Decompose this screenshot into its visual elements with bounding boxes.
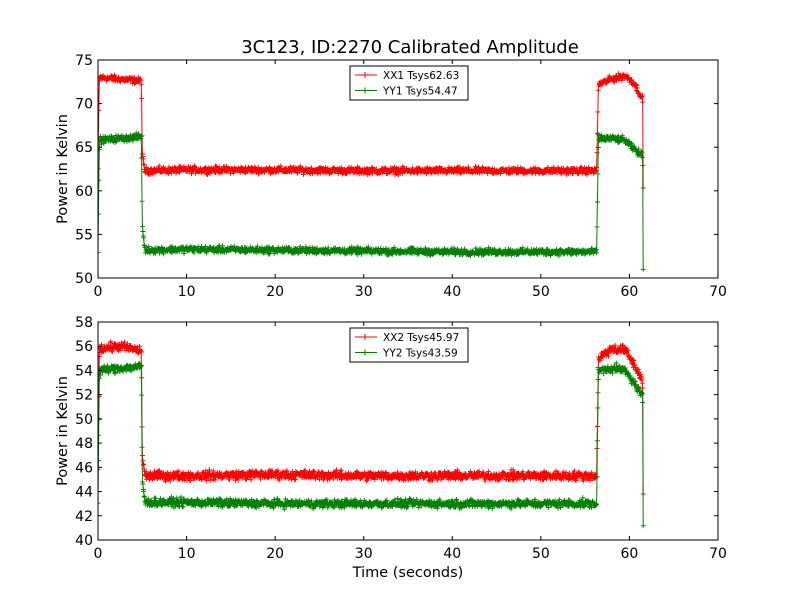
amplitude-panel-1: 0 10 20 30 40 50 60 70 50 55 60 65 70 75 Power in Kelv… — [55, 53, 727, 300]
legend-entry: YY1 Tsys54.47 — [355, 86, 458, 98]
y-axis-label: Power in Kelvin — [55, 114, 71, 224]
series-xx-1 — [98, 70, 646, 191]
legend-marker — [362, 87, 368, 94]
x-tick-label: 70 — [709, 284, 727, 300]
y-tick-label: 60 — [75, 184, 93, 200]
series-markers — [98, 130, 646, 272]
legend-marker — [362, 72, 368, 78]
x-tick-label: 20 — [266, 546, 284, 562]
legend-entry: YY2 Tsys43.59 — [355, 348, 458, 360]
x-tick-label: 10 — [178, 546, 196, 562]
legend-box — [349, 65, 469, 101]
series-yy-1 — [98, 130, 646, 272]
x-tick-label: 40 — [443, 284, 461, 300]
y-axis-label: Power in Kelvin — [55, 376, 71, 486]
legend-box — [349, 327, 469, 363]
x-tick-label: 50 — [532, 284, 550, 300]
legend-entry: XX1 Tsys62.63 — [355, 70, 459, 82]
x-tick-label: 30 — [355, 284, 373, 300]
y-tick-label: 65 — [75, 140, 93, 156]
x-tick-label: 0 — [94, 284, 103, 300]
series-markers — [98, 70, 646, 191]
y-tick-label: 75 — [75, 53, 93, 69]
y-tick-label: 54 — [75, 363, 93, 379]
legend-label: XX2 Tsys45.97 — [383, 332, 459, 344]
y-tick-label: 44 — [75, 485, 93, 501]
x-tick-label: 60 — [621, 546, 639, 562]
legend-marker — [362, 349, 368, 356]
axes-frame — [97, 59, 719, 279]
series-markers — [98, 360, 646, 529]
x-tick-label: 50 — [532, 546, 550, 562]
y-tick-label: 48 — [75, 436, 93, 452]
legend: XX1 Tsys62.63 YY1 Tsys54.47 — [349, 65, 469, 101]
series-yy-2 — [98, 360, 646, 529]
y-tick-label: 46 — [75, 460, 93, 476]
axes-frame — [97, 321, 719, 541]
y-tick-label: 50 — [75, 412, 93, 428]
legend-label: YY2 Tsys43.59 — [382, 348, 458, 360]
y-tick-label: 42 — [75, 509, 93, 525]
series-markers — [98, 339, 646, 497]
y-tick-label: 40 — [75, 533, 93, 549]
legend-label: YY1 Tsys54.47 — [382, 86, 458, 98]
y-tick-label: 52 — [75, 388, 93, 404]
x-tick-label: 70 — [709, 546, 727, 562]
x-tick-label: 40 — [443, 546, 461, 562]
y-tick-label: 50 — [75, 271, 93, 287]
x-tick-label: 10 — [178, 284, 196, 300]
amplitude-panel-2: 0 10 20 30 40 50 60 70 40 42 44 46 48 50 52 54 56 58 Power… — [55, 315, 727, 581]
y-tick-label: 58 — [75, 315, 93, 331]
x-tick-label: 60 — [621, 284, 639, 300]
x-axis-label: Time (seconds) — [352, 565, 464, 581]
x-tick-label: 20 — [266, 284, 284, 300]
y-tick-label: 56 — [75, 339, 93, 355]
legend-entry: XX2 Tsys45.97 — [355, 332, 459, 344]
legend-marker — [362, 334, 368, 340]
series-xx-2 — [98, 339, 646, 497]
legend-label: XX1 Tsys62.63 — [383, 70, 459, 82]
y-tick-label: 55 — [75, 227, 93, 243]
legend: XX2 Tsys45.97 YY2 Tsys43.59 — [349, 327, 469, 363]
figure-title: 3C123, ID:2270 Calibrated Amplitude — [241, 37, 579, 58]
x-tick-label: 30 — [355, 546, 373, 562]
y-tick-label: 70 — [75, 97, 93, 113]
x-tick-label: 0 — [94, 546, 103, 562]
